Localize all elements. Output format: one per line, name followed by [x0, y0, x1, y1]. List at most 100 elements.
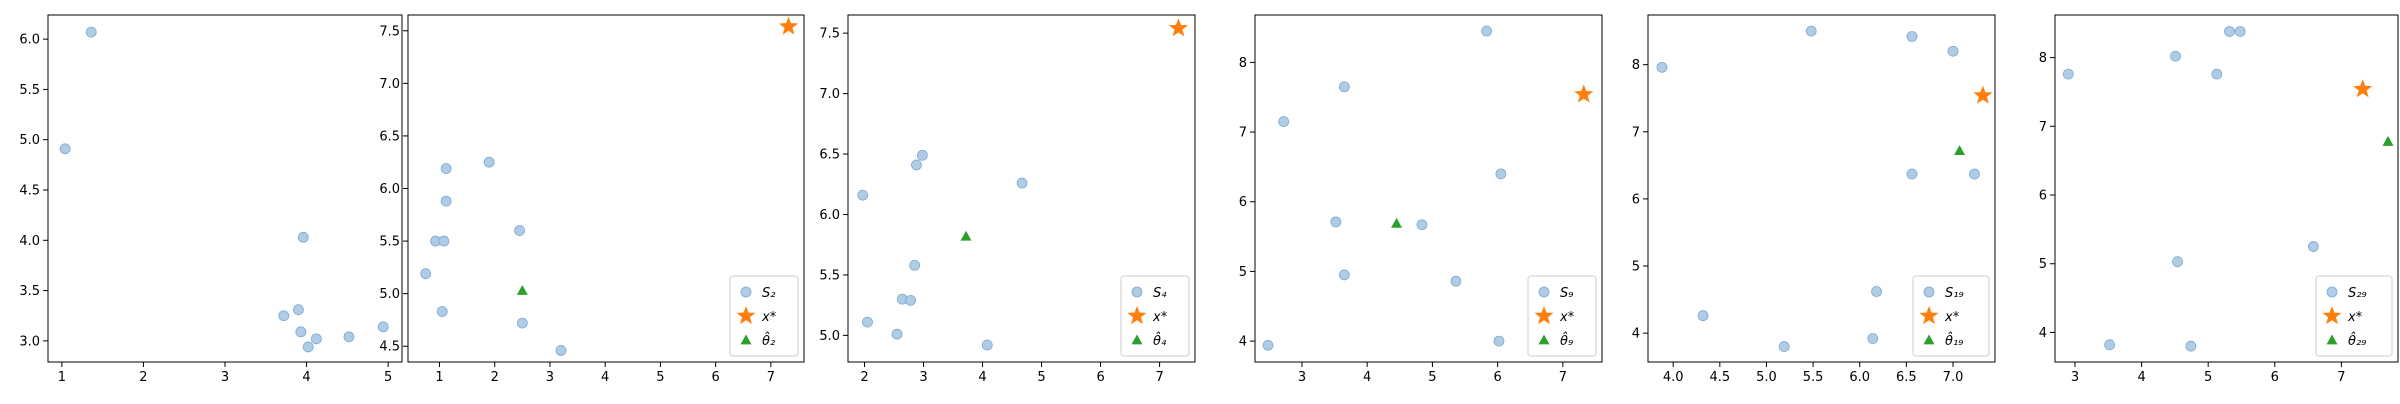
legend-label: S₉ [1560, 286, 1573, 301]
data-point [1481, 25, 1492, 37]
legend-marker-estimate [740, 334, 752, 345]
data-point [1969, 168, 1980, 180]
x-tick-label: 4 [2137, 370, 2145, 385]
axes-frame [1647, 14, 1996, 363]
data-point [343, 331, 355, 343]
target-star [1973, 85, 1993, 104]
data-point [1338, 81, 1350, 93]
y-tick-label: 7.5 [379, 24, 400, 39]
data-point [981, 339, 993, 351]
x-tick-label: 7 [1559, 370, 1567, 385]
y-tick-label: 7.5 [819, 27, 840, 42]
x-tick-label: 4 [1363, 370, 1371, 385]
data-point [1656, 61, 1668, 73]
data-point [1495, 168, 1507, 180]
x-tick-label: 7.0 [1943, 370, 1964, 385]
x-tick-label: 5 [656, 370, 664, 385]
subplot-4: 3 4 5 6 7 4 5 6 7 8 S₉ x* θ̂₉ [1239, 14, 1603, 385]
data-point [1493, 335, 1505, 347]
legend-marker-sample [1923, 286, 1935, 298]
data-point [278, 310, 290, 322]
x-tick-label: 1 [435, 370, 443, 385]
data-point [1947, 45, 1959, 57]
legend-label: θ̂₄ [1153, 332, 1167, 349]
legend-label: x* [1152, 310, 1168, 325]
legend-marker-estimate [2326, 334, 2338, 345]
estimate-triangle [960, 230, 972, 241]
legend-marker-estimate [1538, 334, 1550, 345]
legend: S₁₉ x* θ̂₁₉ [1912, 275, 1990, 357]
legend-label: S₄ [1153, 286, 1167, 301]
x-tick-label: 1 [58, 370, 66, 385]
legend-label: S₂₉ [2348, 286, 2367, 301]
legend-marker-target [1534, 306, 1554, 325]
data-point [909, 259, 921, 271]
y-tick-label: 5.5 [379, 235, 400, 250]
data-point [905, 294, 916, 306]
y-tick-label: 7 [2039, 120, 2047, 135]
legend-marker-target [1919, 306, 1939, 325]
legend: S₄ x* θ̂₄ [1120, 275, 1190, 357]
x-tick-label: 7 [1155, 370, 1163, 385]
legend-marker-target [1127, 306, 1147, 325]
data-point [2234, 26, 2246, 37]
data-point [59, 143, 71, 155]
legend-label: θ̂₉ [1560, 332, 1573, 349]
legend-label: S₂ [762, 286, 775, 301]
data-point [1906, 168, 1918, 180]
x-tick-label: 6 [2271, 370, 2279, 385]
y-tick-label: 6 [2039, 189, 2047, 204]
y-tick-label: 6.0 [819, 208, 840, 223]
data-point [1906, 31, 1918, 42]
y-tick-label: 7.0 [379, 77, 400, 92]
data-point [2170, 50, 2181, 62]
y-tick-label: 3.0 [19, 334, 40, 349]
y-tick-label: 4 [2039, 326, 2047, 341]
x-tick-label: 5 [2204, 370, 2212, 385]
data-point [310, 333, 322, 345]
x-tick-label: 5.5 [1803, 370, 1824, 385]
y-tick-label: 7.0 [819, 87, 840, 102]
y-tick-label: 4 [1632, 327, 1640, 342]
y-tick-label: 7 [1632, 125, 1640, 140]
data-point [1338, 269, 1350, 281]
data-point [2172, 256, 2183, 268]
estimate-triangle [2382, 135, 2394, 146]
y-tick-label: 5.5 [19, 83, 40, 98]
data-point [857, 189, 869, 201]
y-tick-label: 3.5 [19, 284, 40, 299]
data-point [1867, 333, 1879, 344]
legend-label: S₁₉ [1945, 286, 1964, 301]
data-point [2224, 26, 2235, 37]
data-point [1697, 310, 1709, 322]
legend-label: x* [2347, 310, 2363, 325]
data-point [1805, 25, 1817, 37]
y-tick-label: 5.5 [819, 268, 840, 283]
data-point [514, 225, 525, 236]
data-point [297, 231, 309, 243]
y-tick-label: 8 [2039, 51, 2047, 66]
y-tick-label: 4.5 [379, 340, 400, 355]
y-tick-label: 5 [2039, 257, 2047, 272]
data-point [1416, 219, 1428, 231]
data-point [436, 306, 448, 317]
subplot-1: 1 2 3 4 5 3.0 3.5 4.0 4.5 5.0 5.5 6.0 [19, 14, 403, 385]
estimate-triangle [516, 284, 528, 295]
data-point [2185, 340, 2197, 352]
data-point [555, 345, 567, 356]
y-tick-label: 4.0 [19, 234, 40, 249]
y-tick-label: 5 [1632, 260, 1640, 275]
x-tick-label: 3 [221, 370, 229, 385]
y-tick-label: 6 [1239, 195, 1247, 210]
subplot-2: 1 2 3 4 5 6 7 4.5 5.0 5.5 6.0 6.5 7.0 7.5 S₂ x* θ̂₂ [379, 14, 805, 385]
data-point [1871, 286, 1882, 297]
y-tick-label: 5.0 [819, 329, 840, 344]
legend-marker-sample [2326, 286, 2338, 298]
target-star [1574, 84, 1594, 103]
y-tick-label: 4 [1239, 335, 1247, 350]
y-tick-label: 6.5 [379, 129, 400, 144]
axes-frame [2054, 14, 2399, 363]
data-point [2308, 241, 2319, 252]
x-tick-label: 4.5 [1709, 370, 1730, 385]
